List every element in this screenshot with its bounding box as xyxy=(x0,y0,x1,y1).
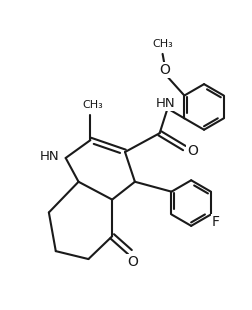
Text: HN: HN xyxy=(40,150,60,163)
Text: O: O xyxy=(159,63,170,77)
Text: F: F xyxy=(212,215,220,229)
Text: O: O xyxy=(128,255,138,269)
Text: CH₃: CH₃ xyxy=(152,39,173,49)
Text: O: O xyxy=(187,144,198,158)
Text: CH₃: CH₃ xyxy=(82,100,103,110)
Text: HN: HN xyxy=(156,97,175,110)
